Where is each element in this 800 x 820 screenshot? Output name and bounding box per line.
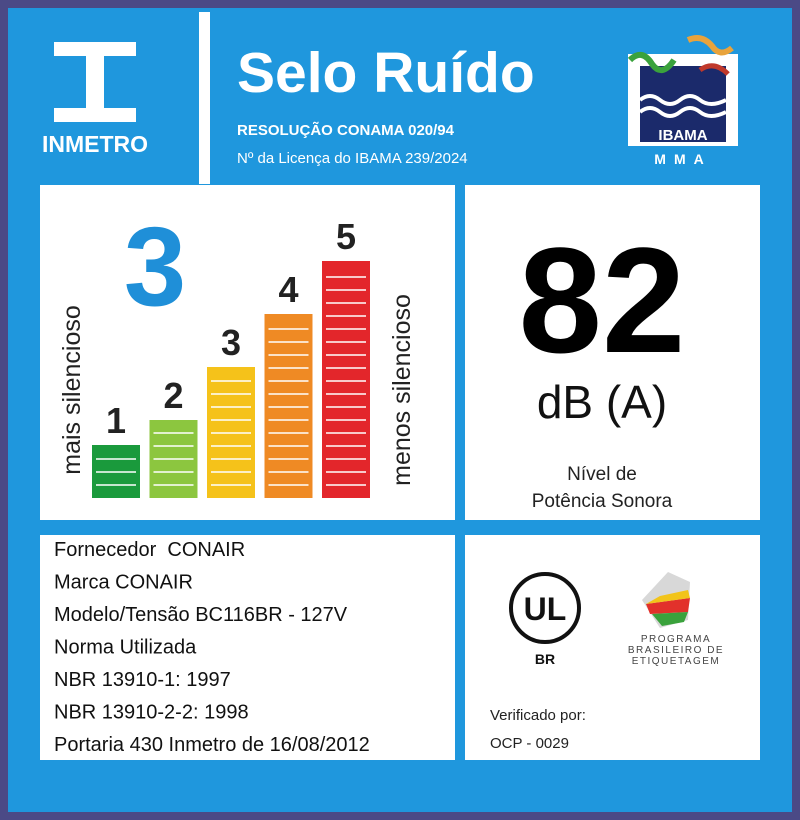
ul-sub: BR xyxy=(535,651,555,667)
product-line: Portaria 430 Inmetro de 16/08/2012 xyxy=(54,734,370,756)
sound-value: 82 xyxy=(519,216,686,384)
product-line: Modelo/Tensão BC116BR - 127V xyxy=(54,604,348,626)
certification-panel xyxy=(465,535,760,760)
level-bar xyxy=(322,261,370,498)
product-line: NBR 13910-1: 1997 xyxy=(54,669,231,691)
level-label: 4 xyxy=(278,269,298,310)
ibama-text: IBAMA xyxy=(658,127,707,144)
ul-logo xyxy=(509,572,581,644)
level-label: 2 xyxy=(163,375,183,416)
license: Nº da Licença do IBAMA 239/2024 xyxy=(237,150,468,167)
program-line: BRASILEIRO DE xyxy=(628,645,724,656)
label-right: menos silencioso xyxy=(388,294,416,486)
rating-value: 3 xyxy=(124,204,186,329)
divider xyxy=(199,12,210,184)
pbe-logo xyxy=(642,572,690,628)
verifier: OCP - 0029 xyxy=(490,735,569,752)
product-line: Fornecedor CONAIR xyxy=(54,539,245,561)
product-line: NBR 13910-2-2: 1998 xyxy=(54,702,249,724)
product-line: Norma Utilizada xyxy=(54,637,197,659)
ul-text: UL xyxy=(524,591,567,627)
sound-unit: dB (A) xyxy=(537,376,667,428)
product-line: Marca CONAIR xyxy=(54,572,193,594)
sound-panel xyxy=(465,185,760,520)
level-label: 3 xyxy=(221,322,241,363)
ibama-sub: MMA xyxy=(654,151,711,167)
level-label: 5 xyxy=(336,216,356,257)
inmetro-logo xyxy=(54,42,136,122)
level-bar xyxy=(264,314,313,498)
ibama-logo xyxy=(627,35,738,146)
level-label: 1 xyxy=(106,400,126,441)
inmetro-text: INMETRO xyxy=(42,131,148,157)
label-left: mais silencioso xyxy=(58,305,86,475)
program-line: PROGRAMA xyxy=(641,634,711,645)
program-line: ETIQUETAGEM xyxy=(632,656,721,667)
caption-line: Nível de xyxy=(567,464,637,485)
product-panel xyxy=(40,535,455,760)
resolution: RESOLUÇÃO CONAMA 020/94 xyxy=(237,121,455,139)
title: Selo Ruído xyxy=(237,41,535,105)
caption-line: Potência Sonora xyxy=(532,491,673,512)
verified-label: Verificado por: xyxy=(490,707,586,724)
